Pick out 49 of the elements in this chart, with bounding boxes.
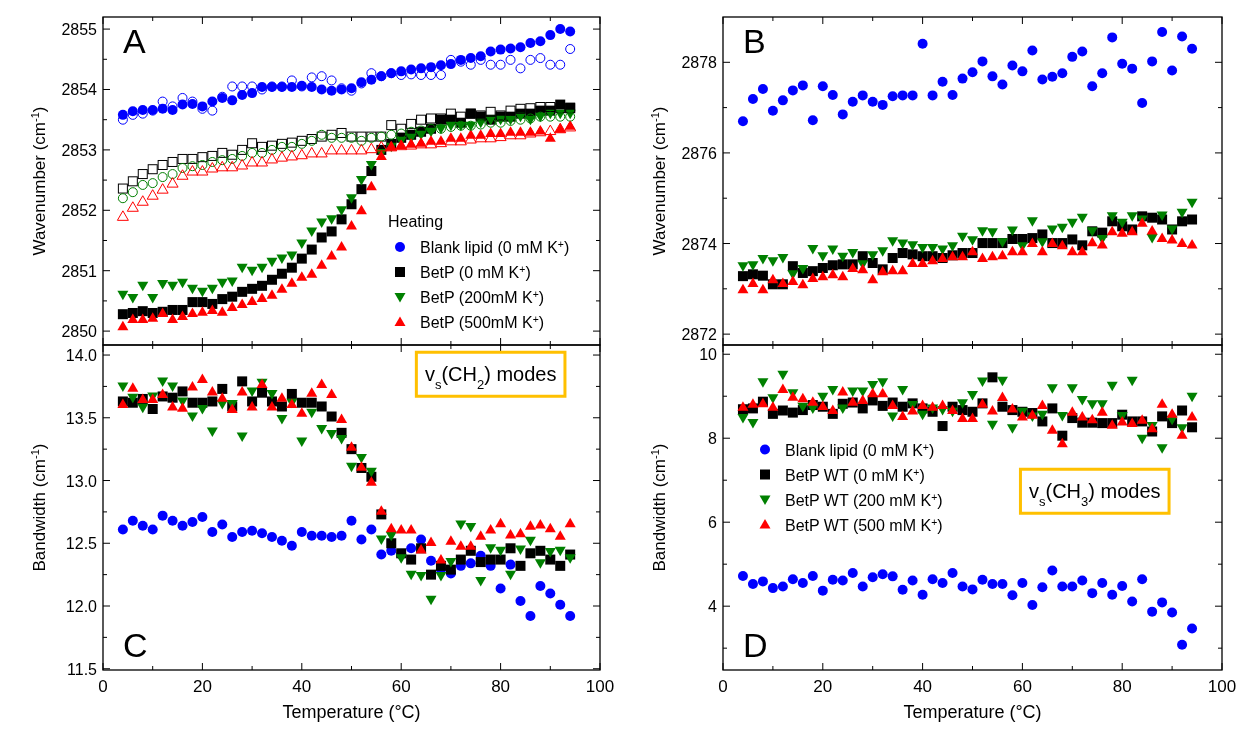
y-tick-label: 2854 <box>61 81 98 99</box>
x-tick-label: 60 <box>1012 677 1032 696</box>
y-tick-label: 12.0 <box>65 598 98 615</box>
x-tick-label: 0 <box>98 677 108 696</box>
legend-label: Blank lipid (0 mM K$^{+}$) <box>420 238 570 256</box>
y-tick-label: 11.5 <box>67 660 98 678</box>
annotation: A <box>122 22 146 61</box>
y-tick-label: 2850 <box>61 323 98 341</box>
legend-label: BetP WT (200 mM K$^{+}$) <box>785 491 943 509</box>
legend-label: BetP (200mM K$^{+}$) <box>420 288 545 306</box>
y-tick-label: 2874 <box>681 235 718 253</box>
y-tick-label: 2853 <box>61 141 98 159</box>
y-tick-label: 6 <box>708 514 718 532</box>
y-tick-label: 13.5 <box>65 409 98 427</box>
y-tick-label: 8 <box>708 430 718 448</box>
y-tick-label: 2851 <box>61 262 98 280</box>
x-tick-label: 100 <box>1207 677 1237 696</box>
x-tick-label: 20 <box>192 677 212 696</box>
x-tick-label: 0 <box>718 677 728 696</box>
x-tick-label: 80 <box>1112 677 1132 696</box>
annotation: B <box>742 22 766 61</box>
legend-label: BetP (0 mM K$^{+}$) <box>420 263 531 281</box>
annotation: D <box>742 626 768 664</box>
x-axis-title: Temperature (°C) <box>903 702 1042 722</box>
legend-title: Heating <box>388 213 444 230</box>
x-axis-title: Temperature (°C) <box>282 702 421 722</box>
legend-label: BetP (500mM K$^{+}$) <box>420 313 545 331</box>
y-tick-label: 4 <box>708 598 718 616</box>
y-tick-label: 2872 <box>681 326 718 344</box>
y-tick-label: 2855 <box>61 21 98 39</box>
legend-label: BetP WT (0 mM K$^{+}$) <box>785 466 925 484</box>
y-tick-label: 13.0 <box>65 472 98 490</box>
y-tick-label: 2876 <box>681 144 718 162</box>
legend-label: Blank lipid (0 mM K$^{+}$) <box>785 441 935 459</box>
x-tick-label: 40 <box>913 677 933 696</box>
y-tick-label: 2852 <box>61 202 98 220</box>
annotation: v$_{s}$(CH$_{3}$) modes <box>1028 480 1161 509</box>
legend-label: BetP WT (500 mM K$^{+}$) <box>785 516 943 534</box>
x-tick-label: 100 <box>585 677 615 696</box>
y-tick-label: 14.0 <box>65 347 98 365</box>
annotation: v$_{s}$(CH$_{2}$) modes <box>424 363 557 392</box>
x-tick-label: 20 <box>813 677 833 696</box>
y-tick-label: 10 <box>699 346 718 364</box>
x-tick-label: 60 <box>391 677 411 696</box>
y-tick-label: 12.5 <box>65 535 98 553</box>
annotation: C <box>122 626 148 664</box>
y-tick-label: 2878 <box>681 54 718 72</box>
x-tick-label: 40 <box>292 677 312 696</box>
x-tick-label: 80 <box>491 677 511 696</box>
